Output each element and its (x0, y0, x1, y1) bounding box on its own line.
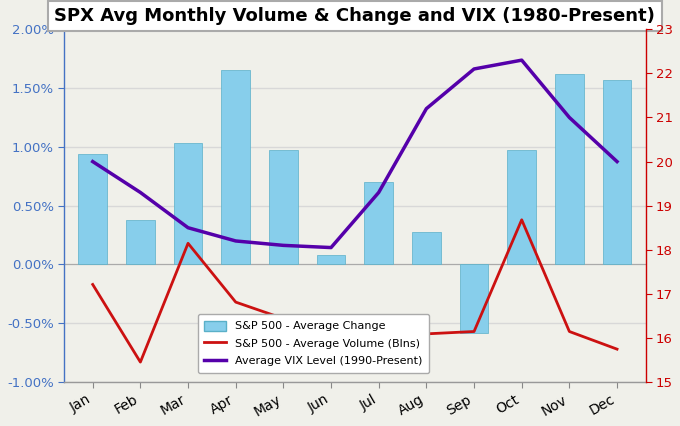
Bar (460, 265, 488, 333)
Bar (222, 70, 250, 265)
Bar (317, 255, 345, 265)
Bar (174, 144, 203, 265)
Title: SPX Avg Monthly Volume & Change and VIX (1980-Present): SPX Avg Monthly Volume & Change and VIX … (54, 7, 656, 25)
Bar (126, 220, 154, 265)
Bar (555, 74, 583, 265)
Bar (269, 150, 298, 265)
Bar (78, 154, 107, 265)
Legend: S&P 500 - Average Change, S&P 500 - Average Volume (Blns), Average VIX Level (19: S&P 500 - Average Change, S&P 500 - Aver… (198, 314, 430, 373)
Bar (507, 150, 536, 265)
Bar (602, 80, 631, 265)
Bar (412, 232, 441, 265)
Bar (364, 182, 393, 265)
